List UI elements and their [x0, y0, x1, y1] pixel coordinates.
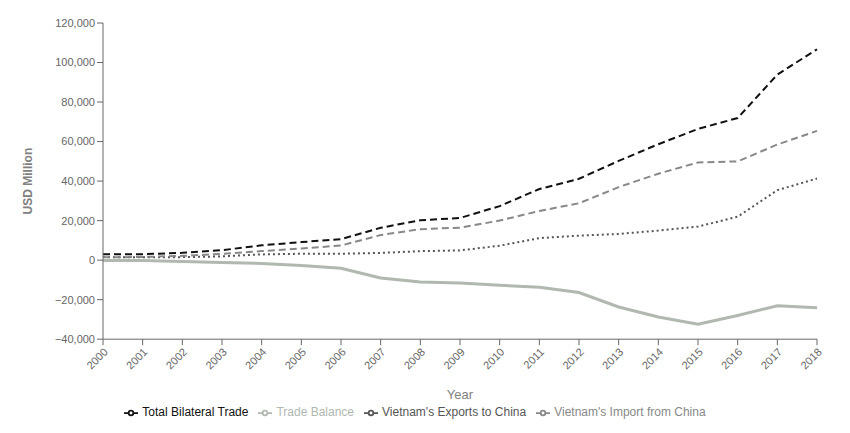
svg-text:120,000: 120,000 [55, 17, 95, 29]
svg-text:2002: 2002 [163, 346, 189, 372]
svg-text:2017: 2017 [758, 346, 784, 372]
html-text:Vietnam's Import from China: Vietnam's Import from China [554, 405, 706, 420]
svg-text:2008: 2008 [401, 346, 427, 372]
svg-text:0: 0 [89, 254, 95, 266]
svg-text:2012: 2012 [560, 346, 586, 372]
svg-text:100,000: 100,000 [55, 56, 95, 68]
svg-text:−40,000: −40,000 [55, 333, 95, 345]
svg-text:2006: 2006 [322, 346, 348, 372]
svg-text:−20,000: −20,000 [55, 294, 95, 306]
svg-text:2013: 2013 [600, 346, 626, 372]
svg-text:2001: 2001 [124, 346, 150, 372]
svg-text:2009: 2009 [441, 346, 467, 372]
svg-text:60,000: 60,000 [61, 135, 95, 147]
svg-text:40,000: 40,000 [61, 175, 95, 187]
svg-text:2016: 2016 [719, 346, 745, 372]
svg-text:2000: 2000 [84, 346, 110, 372]
svg-text:2011: 2011 [521, 346, 546, 371]
svg-text:80,000: 80,000 [61, 96, 95, 108]
svg-text:2007: 2007 [362, 346, 388, 372]
html-text:Vietnam's Exports to China: Vietnam's Exports to China [382, 405, 527, 420]
svg-text:2010: 2010 [481, 346, 507, 372]
svg-text:2004: 2004 [243, 346, 269, 372]
svg-text:2005: 2005 [282, 346, 308, 372]
svg-text:Year: Year [447, 387, 474, 402]
svg-text:2014: 2014 [639, 346, 665, 372]
svg-text:2003: 2003 [203, 346, 229, 372]
html-text:Trade Balance: Trade Balance [276, 405, 354, 420]
svg-text:2015: 2015 [679, 346, 705, 372]
svg-text:20,000: 20,000 [61, 215, 95, 227]
svg-text:2018: 2018 [798, 346, 824, 372]
svg-text:USD Million: USD Million [21, 148, 35, 215]
html-text:Total Bilateral Trade: Total Bilateral Trade [142, 405, 249, 420]
